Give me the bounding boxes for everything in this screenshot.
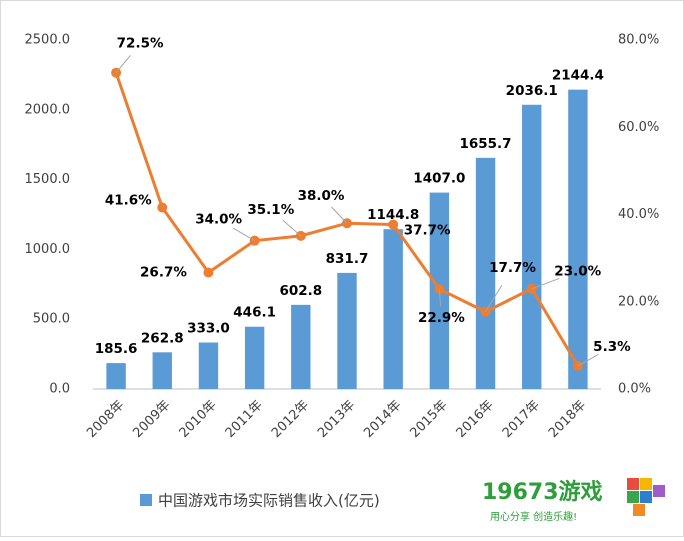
bar-value-label: 2144.4 bbox=[552, 68, 604, 84]
line-value-label: 5.3% bbox=[593, 339, 631, 355]
bar-value-label: 262.8 bbox=[141, 330, 184, 346]
bar-value-label: 446.1 bbox=[233, 305, 276, 321]
line-point bbox=[157, 202, 168, 213]
line-value-label: 41.6% bbox=[105, 193, 152, 209]
bar-value-label: 1144.8 bbox=[367, 207, 419, 223]
line-point bbox=[388, 219, 399, 230]
y2-tick-label: 40.0% bbox=[618, 207, 659, 222]
bar bbox=[337, 272, 357, 389]
bar-value-label: 831.7 bbox=[326, 251, 369, 267]
y2-tick-label: 80.0% bbox=[618, 33, 659, 48]
line-value-label: 38.0% bbox=[298, 188, 345, 204]
bar-value-label: 333.0 bbox=[187, 321, 230, 337]
line-value-label: 23.0% bbox=[554, 264, 601, 280]
y-tick-label: 1500.0 bbox=[25, 172, 71, 187]
bar bbox=[383, 229, 403, 389]
line-value-label: 72.5% bbox=[117, 36, 164, 52]
y-tick-label: 1000.0 bbox=[25, 242, 71, 257]
bar-value-label: 602.8 bbox=[279, 283, 322, 299]
bar bbox=[522, 104, 542, 389]
leader-line bbox=[282, 219, 302, 237]
line-value-label: 26.7% bbox=[140, 265, 187, 281]
watermark-logo bbox=[627, 478, 665, 516]
line-point bbox=[203, 267, 214, 278]
y2-tick-label: 0.0% bbox=[618, 382, 651, 397]
bar-value-label: 1655.7 bbox=[459, 136, 511, 152]
watermark-subtitle: 用心分享 创造乐趣! bbox=[490, 510, 577, 523]
legend-label: 中国游戏市场实际销售收入(亿元) bbox=[158, 492, 380, 510]
bar bbox=[152, 352, 172, 389]
line-value-label: 17.7% bbox=[489, 260, 536, 276]
y2-tick-label: 20.0% bbox=[618, 294, 659, 309]
line-value-label: 35.1% bbox=[247, 202, 294, 218]
bar bbox=[198, 342, 219, 389]
legend-swatch bbox=[140, 494, 152, 506]
leader-line bbox=[485, 285, 503, 313]
bar bbox=[475, 157, 496, 389]
bar bbox=[106, 363, 126, 389]
bar-value-label: 2036.1 bbox=[506, 83, 558, 99]
y2-tick-label: 60.0% bbox=[618, 120, 659, 135]
y-tick-label: 0.0 bbox=[49, 382, 70, 397]
line-value-label: 22.9% bbox=[418, 310, 465, 326]
y-tick-label: 500.0 bbox=[33, 312, 70, 327]
y-tick-label: 2500.0 bbox=[25, 33, 71, 48]
leader-line bbox=[232, 227, 255, 242]
line-value-label: 37.7% bbox=[404, 223, 451, 239]
bar-value-label: 185.6 bbox=[95, 341, 138, 357]
bar-value-label: 1407.0 bbox=[413, 171, 465, 187]
y-tick-label: 2000.0 bbox=[25, 102, 71, 117]
leader-line bbox=[577, 354, 599, 367]
leader-line bbox=[331, 206, 348, 224]
leader-line bbox=[438, 289, 442, 307]
leader-line bbox=[115, 54, 131, 74]
bar bbox=[568, 89, 588, 390]
watermark-title: 19673游戏 bbox=[482, 479, 603, 505]
bar bbox=[291, 304, 311, 389]
bar bbox=[244, 326, 265, 389]
line-value-label: 34.0% bbox=[195, 212, 242, 228]
leader-line bbox=[531, 277, 560, 290]
